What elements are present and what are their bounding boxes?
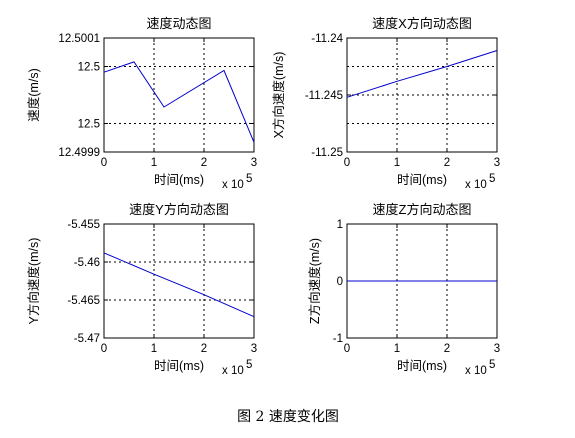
x-tick-label: 3 [494,157,500,169]
chart-title: 速度动态图 [146,16,211,31]
y-tick-label: 12.5001 [58,33,100,45]
series-line [103,61,255,143]
y-tick-label: -1 [333,333,343,345]
y-tick-label: -5.47 [74,333,100,345]
x-axis-label: 时间(ms) [397,173,447,187]
x-multiplier-exponent: 5 [489,173,495,185]
x-tick-label: 1 [151,343,157,355]
y-tick-label: 12.5 [78,62,100,74]
chart-title: 速度Z方向动态图 [373,202,472,217]
y-axis-label: Z方向速度(m/s) [307,238,322,324]
x-tick-label: 3 [251,157,257,169]
chart-title: 速度Y方向动态图 [129,202,229,217]
y-tick-label: 0 [337,276,343,288]
y-axis-label: X方向速度(m/s) [271,52,286,139]
x-tick-label: 1 [151,157,157,169]
y-tick-label: 12.4999 [58,147,100,159]
y-axis-label: Y方向速度(m/s) [26,238,41,325]
x-tick-label: 0 [344,157,350,169]
plot-frame [103,223,255,339]
y-tick-label: -11.24 [311,33,343,45]
y-tick-label: 1 [337,219,343,231]
x-axis-label: 时间(ms) [154,359,204,373]
x-tick-label: 0 [344,343,350,355]
x-axis-label: 时间(ms) [397,359,447,373]
series-line [346,50,498,98]
chart-title: 速度X方向动态图 [372,16,472,31]
y-axis-label: 速度(m/s) [26,68,41,121]
y-tick-label: -11.245 [305,90,343,102]
y-tick-label: -11.25 [311,147,343,159]
x-axis-label: 时间(ms) [154,173,204,187]
chart-panel-3: 0 1 2 3 -5.455 -5.46 -5.465 -5.47 速度Y方向动态图时间(ms)… [26,202,257,377]
x-multiplier: x 10 [222,179,244,191]
x-tick-label: 1 [394,343,400,355]
plot-frame [103,37,255,153]
x-tick-label: 0 [101,157,107,169]
figure-caption: 图 2 速度变化图 [237,409,339,425]
x-tick-label: 2 [444,343,450,355]
y-tick-label: -5.465 [67,295,100,307]
x-multiplier-exponent: 5 [246,359,252,371]
y-tick-label: -5.455 [67,219,100,231]
x-multiplier: x 10 [465,365,487,377]
x-multiplier-exponent: 5 [246,173,252,185]
x-multiplier: x 10 [222,365,244,377]
x-tick-label: 3 [494,343,500,355]
x-tick-label: 2 [444,157,450,169]
x-tick-label: 2 [201,157,207,169]
x-tick-label: 2 [201,343,207,355]
y-tick-label: -5.46 [74,257,100,269]
x-tick-label: 1 [394,157,400,169]
y-tick-label: 12.5 [78,119,100,131]
x-multiplier-exponent: 5 [489,359,495,371]
series-line [103,252,255,318]
x-tick-label: 0 [101,343,107,355]
x-tick-label: 3 [251,343,257,355]
x-multiplier: x 10 [465,179,487,191]
